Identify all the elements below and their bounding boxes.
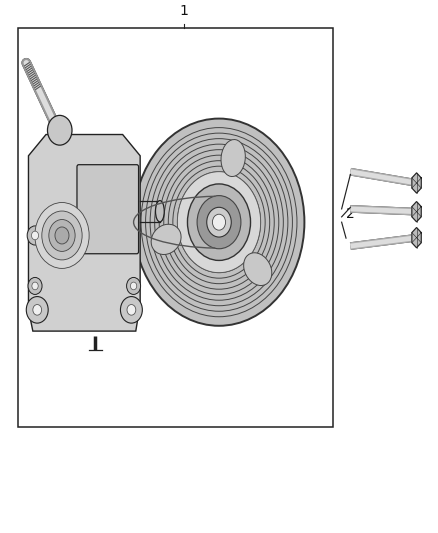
Polygon shape: [412, 173, 421, 193]
Circle shape: [55, 227, 69, 244]
Polygon shape: [28, 134, 140, 331]
Ellipse shape: [155, 200, 164, 222]
Circle shape: [26, 296, 48, 323]
Circle shape: [120, 296, 142, 323]
Polygon shape: [412, 201, 421, 222]
Circle shape: [207, 207, 231, 237]
FancyBboxPatch shape: [77, 165, 138, 254]
Circle shape: [134, 118, 304, 326]
Circle shape: [47, 115, 72, 145]
Circle shape: [177, 172, 261, 273]
Ellipse shape: [221, 140, 245, 176]
Circle shape: [42, 211, 82, 260]
Circle shape: [33, 304, 42, 315]
Circle shape: [131, 282, 137, 290]
Circle shape: [49, 220, 75, 252]
Circle shape: [32, 231, 39, 240]
Circle shape: [27, 226, 43, 245]
Circle shape: [127, 278, 141, 294]
Ellipse shape: [244, 253, 272, 286]
Circle shape: [28, 278, 42, 294]
Circle shape: [212, 214, 226, 230]
Circle shape: [197, 196, 241, 249]
Circle shape: [35, 203, 89, 269]
Text: 1: 1: [180, 4, 188, 18]
Polygon shape: [412, 228, 421, 248]
Text: 2: 2: [346, 207, 355, 221]
Ellipse shape: [151, 224, 181, 254]
Circle shape: [32, 282, 38, 290]
Circle shape: [127, 304, 136, 315]
Text: 3: 3: [145, 260, 153, 274]
Circle shape: [187, 184, 251, 261]
